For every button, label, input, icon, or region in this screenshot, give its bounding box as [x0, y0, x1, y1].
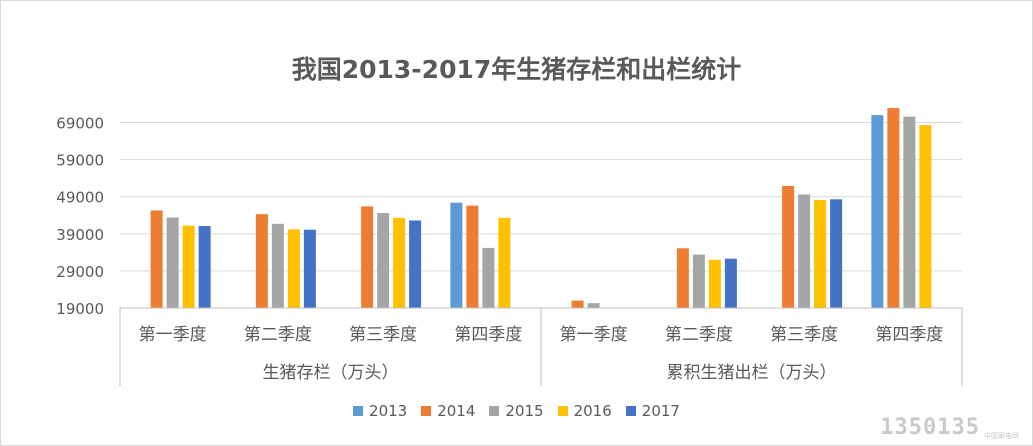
x-tick-label: 第二季度: [244, 325, 312, 345]
legend: 2013 2014 2015 2016 2017: [0, 402, 1033, 420]
bar-2014: [887, 108, 900, 308]
x-tick-label: 第二季度: [665, 325, 733, 345]
bar-2015: [798, 194, 811, 308]
legend-label: 2014: [437, 402, 476, 420]
x-tick-label: 第一季度: [139, 325, 207, 345]
bar-2017: [409, 220, 422, 308]
bar-2016: [814, 200, 827, 308]
bar-2016: [287, 229, 300, 308]
watermark-caption: 中国家电网: [984, 432, 1019, 440]
y-tick-label: 49000: [56, 189, 104, 207]
bar-2014: [150, 210, 163, 308]
watermark-logo: 1350135 中国家电网: [880, 415, 1019, 440]
legend-label: 2013: [369, 402, 408, 420]
bar-2017: [198, 226, 211, 308]
bar-2014: [571, 300, 584, 308]
bar-2014: [255, 214, 268, 308]
y-tick-label: 19000: [56, 300, 104, 318]
x-axis-category-labels: 第一季度 第二季度 第三季度 第四季度 第一季度 第二季度 第三季度 第四季度: [139, 325, 944, 345]
bar-2016: [708, 259, 721, 308]
legend-item-2017: 2017: [625, 402, 680, 420]
bar-2015: [587, 303, 600, 308]
bar-2015: [166, 217, 179, 308]
bar-2014: [466, 205, 479, 308]
legend-item-2016: 2016: [557, 402, 612, 420]
chart-title: 我国2013-2017年生猪存栏和出栏统计: [291, 55, 742, 84]
y-tick-label: 39000: [56, 226, 104, 244]
group-label: 生猪存栏（万头）: [263, 363, 399, 383]
bar-2017: [830, 199, 843, 308]
y-tick-label: 29000: [56, 263, 104, 281]
legend-label: 2016: [573, 402, 612, 420]
bar-2016: [182, 225, 195, 308]
legend-item-2014: 2014: [421, 402, 475, 420]
legend-item-2013: 2013: [353, 402, 407, 420]
bar-2014: [782, 185, 795, 308]
group-label: 累积生猪出栏（万头）: [667, 363, 837, 383]
bar-2015: [692, 254, 705, 308]
bar-2013: [450, 202, 463, 308]
y-axis-tick-labels: 19000 29000 39000 49000 59000 69000: [56, 115, 104, 318]
bar-2015: [377, 213, 390, 308]
bar-2015: [482, 247, 495, 308]
bar-2016: [393, 217, 406, 308]
legend-swatch: [489, 406, 500, 416]
legend-label: 2015: [505, 402, 544, 420]
legend-swatch: [625, 406, 636, 416]
legend-swatch: [353, 406, 364, 416]
x-tick-label: 第一季度: [560, 325, 628, 345]
bar-2015: [271, 223, 284, 308]
bar-2015: [903, 116, 916, 309]
legend-item-2015: 2015: [489, 402, 544, 420]
bar-2016: [498, 217, 511, 308]
x-tick-label: 第三季度: [770, 325, 838, 345]
bars: [150, 108, 932, 309]
x-axis-group-labels: 生猪存栏（万头） 累积生猪出栏（万头）: [263, 363, 837, 383]
bar-2016: [919, 125, 932, 308]
x-tick-label: 第四季度: [454, 325, 522, 345]
bar-2014: [676, 248, 689, 308]
y-tick-label: 59000: [56, 152, 104, 170]
x-tick-label: 第四季度: [875, 325, 943, 345]
bar-2017: [303, 229, 316, 308]
bar-2017: [724, 258, 737, 308]
bar-2014: [361, 206, 374, 308]
legend-swatch: [421, 406, 432, 416]
x-tick-label: 第三季度: [349, 325, 417, 345]
watermark-number: 1350135: [880, 415, 980, 440]
y-tick-label: 69000: [56, 115, 104, 133]
x-axis: [119, 307, 963, 386]
legend-swatch: [557, 406, 568, 416]
bar-2013: [871, 115, 884, 308]
legend-label: 2017: [641, 402, 680, 420]
